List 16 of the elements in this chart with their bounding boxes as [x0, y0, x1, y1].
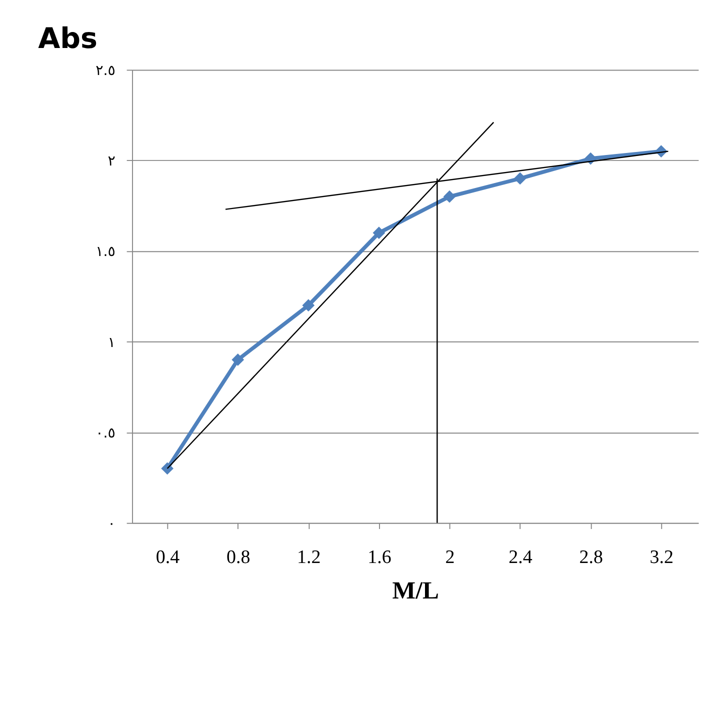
y-tick-label: ١.٥	[96, 244, 116, 260]
x-tick-label: 0.4	[156, 547, 180, 568]
y-tick-label: ٢.٥	[96, 62, 116, 79]
x-tick-label: 1.2	[297, 547, 321, 568]
x-tick-label: 3.2	[650, 547, 674, 568]
x-tick-label: 2	[445, 547, 455, 568]
x-tick-label: 2.4	[508, 547, 533, 568]
y-tick-label: ٢	[108, 154, 116, 170]
y-tick-label: ٠.٥	[96, 425, 116, 442]
x-axis-title: M/L	[392, 577, 439, 604]
y-tick-label: ١	[108, 334, 116, 351]
x-tick-label: 0.8	[226, 547, 250, 568]
x-tick-label: 2.8	[579, 547, 603, 568]
y-tick-label: ٠	[108, 516, 116, 532]
chart-title: Abs	[38, 22, 98, 55]
x-tick-label: 1.6	[368, 547, 392, 568]
